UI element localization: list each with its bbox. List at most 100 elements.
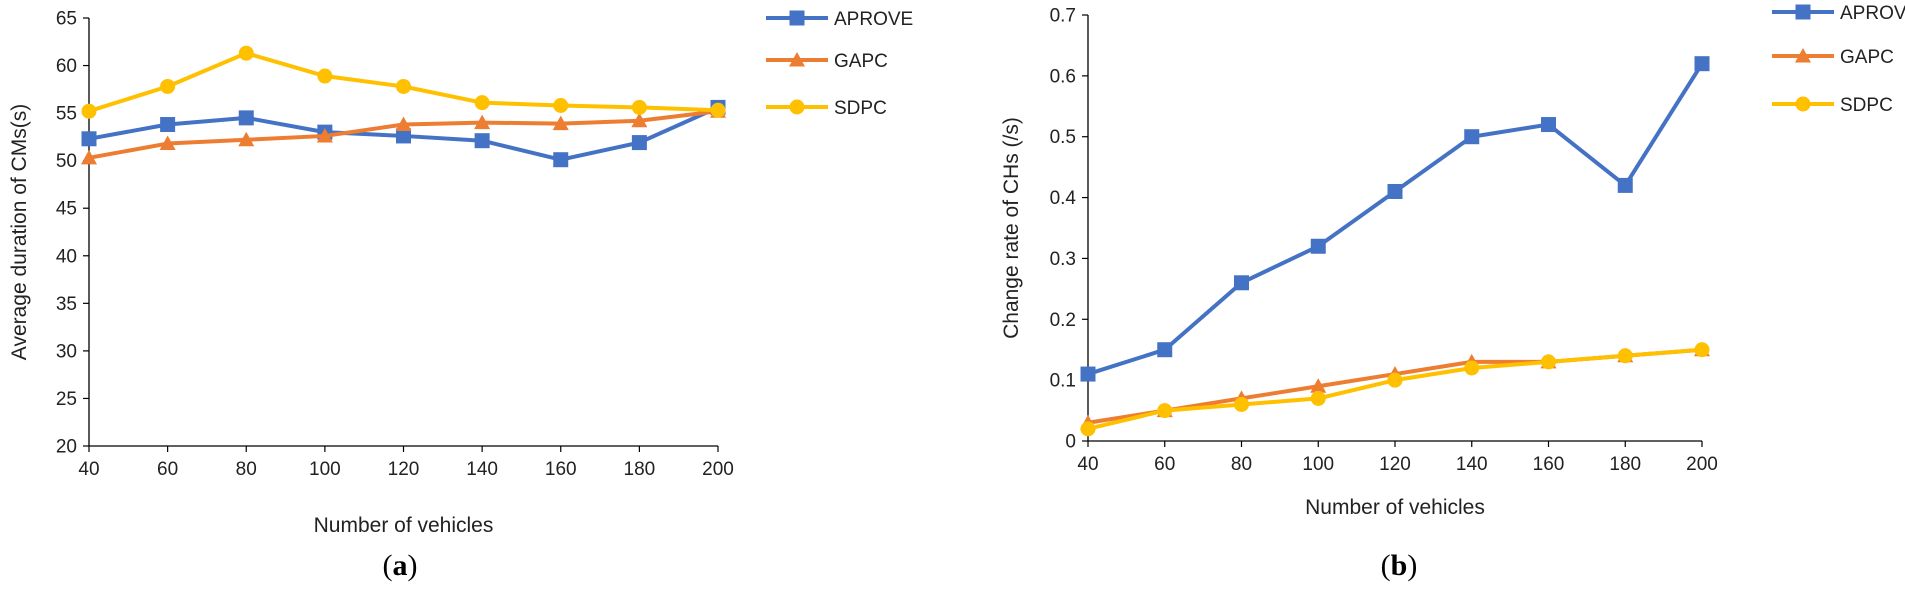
y-tick-label: 45 (56, 199, 77, 220)
legend-label: GAPC (1840, 47, 1894, 68)
legend-label: SDPC (834, 98, 887, 119)
caption-letter: b (1391, 549, 1408, 582)
x-tick-label: 60 (157, 459, 178, 480)
y-tick-label: 0.3 (1050, 249, 1076, 270)
series-aprove (1080, 56, 1710, 382)
data-point (631, 135, 647, 151)
data-point (238, 131, 255, 147)
legend-label: APROVE (834, 9, 913, 30)
y-axis-title: Average duration of CMs(s) (8, 104, 31, 360)
data-point (1310, 390, 1326, 406)
y-tick-label: 20 (56, 437, 77, 458)
series-sdpc (1080, 342, 1710, 437)
legend-marker (789, 52, 805, 67)
data-point (238, 45, 254, 61)
x-tick-label: 80 (1231, 454, 1252, 475)
y-tick-label: 0.1 (1050, 371, 1076, 392)
data-point (1694, 56, 1710, 72)
y-tick-label: 55 (56, 104, 77, 125)
x-tick-label: 100 (1302, 454, 1334, 475)
data-point (1234, 396, 1249, 412)
x-axis-title: Number of vehicles (1305, 496, 1485, 519)
x-tick-label: 160 (545, 459, 577, 480)
x-tick-label: 40 (78, 459, 99, 480)
data-point (317, 68, 333, 84)
panel-caption: (b) (1381, 549, 1418, 582)
data-point (316, 127, 333, 143)
data-point (238, 110, 254, 126)
y-tick-label: 60 (56, 56, 77, 77)
legend-label: GAPC (834, 51, 888, 72)
data-point (474, 133, 490, 149)
data-point (1541, 354, 1556, 370)
data-point (1464, 129, 1480, 145)
data-point (160, 78, 176, 94)
data-point (553, 98, 569, 114)
data-point (81, 103, 97, 119)
data-point (1541, 117, 1556, 133)
x-tick-label: 200 (1686, 454, 1718, 475)
y-tick-label: 35 (56, 294, 77, 315)
x-tick-label: 140 (1456, 454, 1488, 475)
caption-open-paren: ( (1381, 549, 1391, 582)
legend-label: APROVE (1840, 3, 1905, 24)
y-tick-label: 0.7 (1050, 6, 1076, 27)
y-tick-label: 0.2 (1050, 310, 1076, 331)
y-tick-label: 50 (56, 151, 77, 172)
data-point (474, 95, 490, 111)
legend-marker (789, 99, 805, 115)
x-tick-label: 140 (466, 459, 498, 480)
data-point (1387, 372, 1403, 388)
data-point (1157, 403, 1173, 419)
x-tick-label: 80 (236, 459, 257, 480)
chart-panel-a: 20 25 30 35 40 45 50 55 60 65 40 60 80 100 120 140 160 18… (8, 9, 913, 583)
x-tick-label: 200 (702, 459, 734, 480)
y-tick-label: 0.4 (1050, 188, 1077, 209)
panel-caption: (a) (383, 549, 418, 582)
y-tick-label: 40 (56, 246, 77, 267)
caption-close-paren: ) (408, 549, 418, 582)
data-point (1617, 348, 1633, 364)
y-tick-label: 0.5 (1050, 127, 1076, 148)
data-point (1617, 177, 1633, 193)
data-point (395, 116, 412, 132)
data-point (159, 135, 176, 151)
data-point (1694, 342, 1710, 358)
legend-label: SDPC (1840, 95, 1893, 116)
legend-marker (1795, 48, 1811, 63)
series-sdpc (81, 45, 726, 119)
series-aprove (81, 99, 726, 168)
y-axis-title: Change rate of CHs (/s) (1000, 117, 1023, 339)
series-line (1086, 61, 1704, 377)
y-tick-label: 0 (1065, 432, 1076, 453)
data-point (631, 112, 648, 128)
caption-open-paren: ( (383, 549, 393, 582)
data-point (396, 128, 411, 144)
data-point (1080, 421, 1096, 437)
x-tick-label: 40 (1077, 454, 1098, 475)
data-point (1080, 366, 1096, 382)
data-point (81, 131, 97, 147)
data-point (1464, 360, 1480, 376)
y-tick-label: 0.6 (1050, 66, 1076, 87)
data-point (552, 115, 569, 131)
x-tick-label: 120 (388, 459, 420, 480)
chart-panel-b: 0 0.1 0.2 0.3 0.4 0.5 0.6 0.7 40 60 80 100 120 140 160… (1000, 3, 1905, 582)
y-tick-label: 65 (56, 9, 77, 30)
y-tick-label: 30 (56, 341, 77, 362)
legend-marker (1795, 4, 1811, 20)
data-point (396, 78, 411, 94)
x-tick-label: 60 (1154, 454, 1175, 475)
x-axis-title: Number of vehicles (314, 514, 494, 537)
data-point (81, 149, 97, 165)
data-point (710, 102, 726, 118)
legend-marker (1795, 96, 1811, 112)
data-point (1157, 342, 1173, 358)
x-tick-label: 160 (1533, 454, 1565, 475)
x-tick-label: 120 (1379, 454, 1411, 475)
data-point (1310, 378, 1327, 393)
legend: APROVE GAPC SDPC (766, 9, 913, 119)
data-point (631, 99, 647, 115)
x-tick-label: 180 (624, 459, 656, 480)
